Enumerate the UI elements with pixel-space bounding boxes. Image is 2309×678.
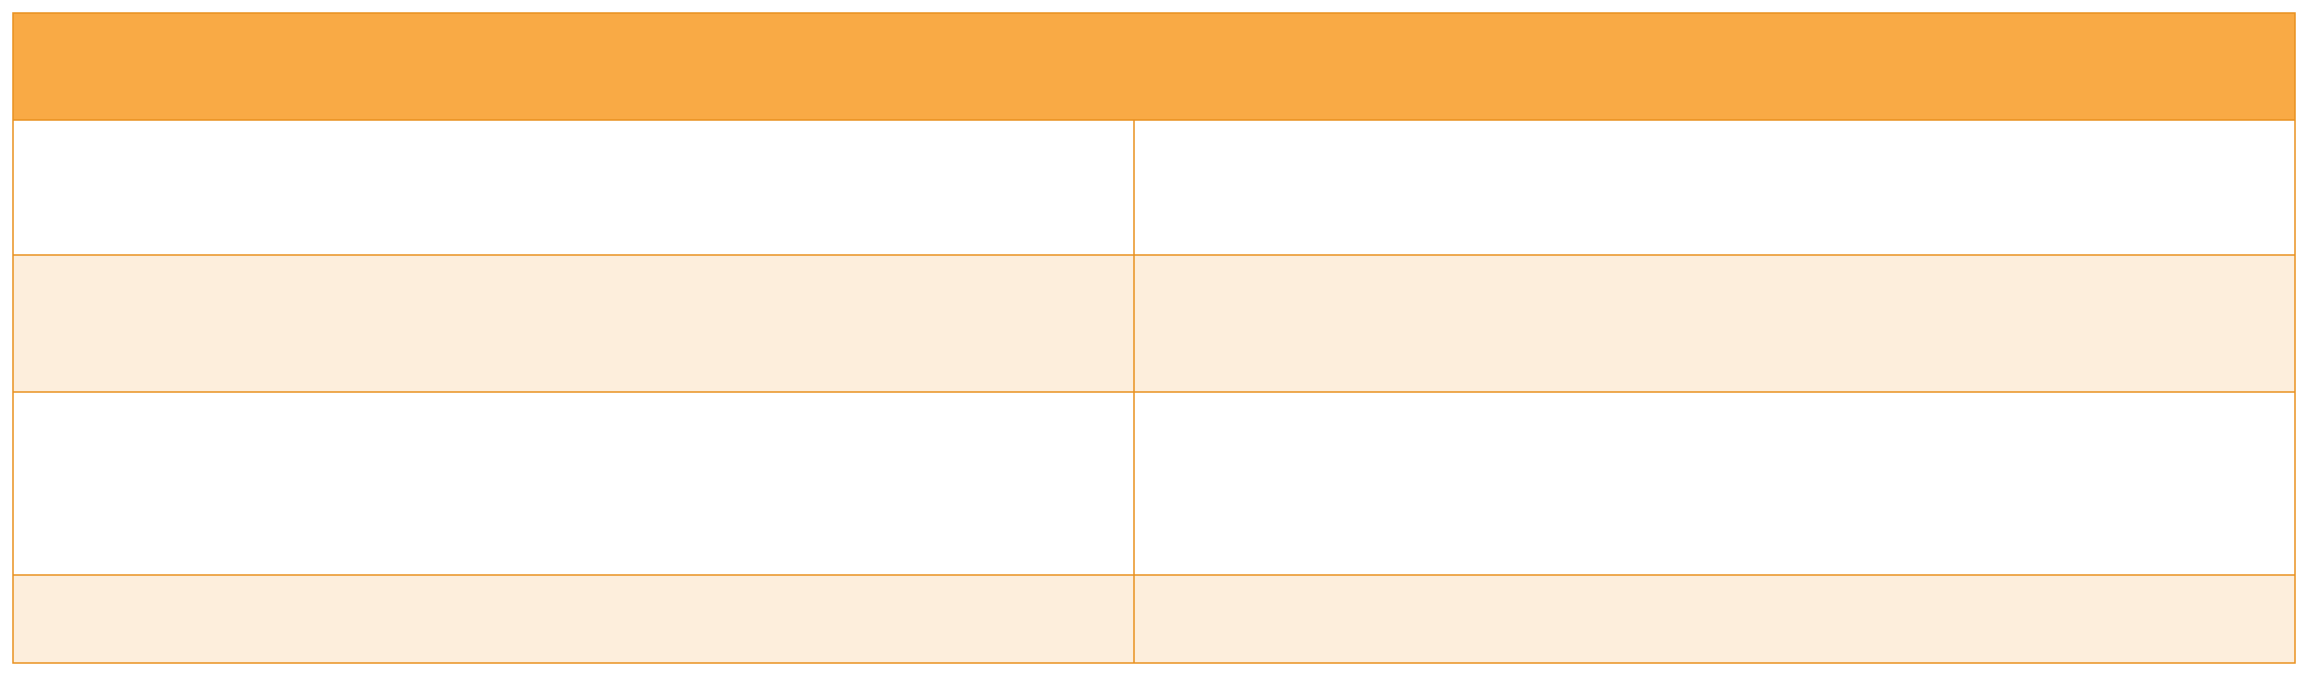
table-header (13, 13, 2295, 120)
table-row (13, 120, 2295, 255)
table-row (13, 392, 2295, 575)
table-row (13, 575, 2295, 663)
table-border (12, 12, 2296, 664)
table-row (13, 255, 2295, 392)
